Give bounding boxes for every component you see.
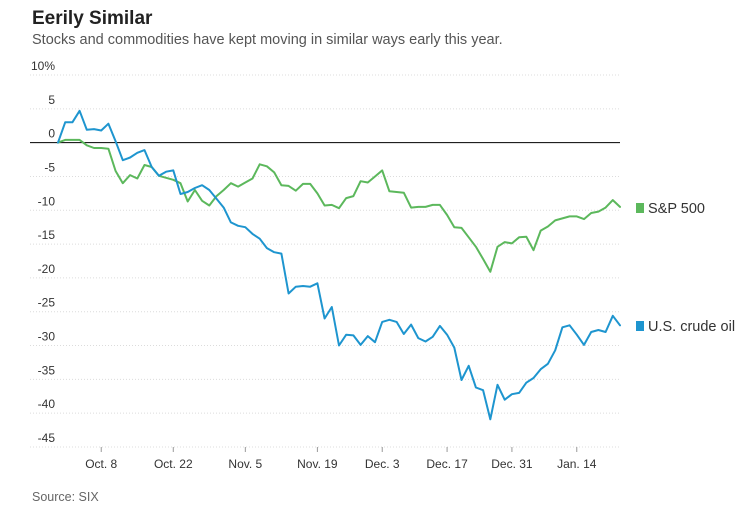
y-tick-label: -20 xyxy=(38,262,56,276)
grid-layer xyxy=(30,74,620,448)
x-tick-label: Oct. 22 xyxy=(154,457,193,471)
chart-title: Eerily Similar xyxy=(32,8,153,29)
y-tick-label: -10 xyxy=(38,194,56,208)
y-tick-label: -5 xyxy=(44,160,55,174)
y-tick-label: -45 xyxy=(38,431,56,445)
y-tick-label: -35 xyxy=(38,363,56,377)
y-axis-ticks: 10% 5 0 -5 -10 -15 -20 -25 -30 -35 -40 -45 xyxy=(31,59,55,445)
y-tick-label: -25 xyxy=(38,296,56,310)
series-layer xyxy=(57,109,621,421)
x-tick-label: Dec. 31 xyxy=(491,457,533,471)
x-tick-label: Oct. 8 xyxy=(85,457,117,471)
legend-label-u-s-crude-oil: U.S. crude oil xyxy=(648,319,735,335)
y-tick-label: 5 xyxy=(48,93,55,107)
x-tick-label: Nov. 19 xyxy=(297,457,338,471)
y-tick-label: -40 xyxy=(38,397,56,411)
x-tick-label: Jan. 14 xyxy=(557,457,597,471)
x-tick-label: Nov. 5 xyxy=(228,457,262,471)
x-axis-ticks: Oct. 8 Oct. 22 Nov. 5 Nov. 19 Dec. 3 Dec. 17 D… xyxy=(85,447,597,471)
series-line-u-s-crude-oil xyxy=(57,109,621,421)
y-tick-label: 10% xyxy=(31,59,55,73)
y-tick-label: -30 xyxy=(38,330,56,344)
x-tick-label: Dec. 3 xyxy=(365,457,400,471)
legend-label-s-p-500: S&P 500 xyxy=(648,201,705,217)
source-note: Source: SIX xyxy=(32,490,99,504)
y-tick-label: 0 xyxy=(48,127,55,141)
series-line-s-p-500 xyxy=(57,138,621,273)
y-tick-label: -15 xyxy=(38,228,56,242)
legend: S&P 500 U.S. crude oil xyxy=(636,201,735,335)
chart-subtitle: Stocks and commodities have kept moving … xyxy=(32,32,503,48)
legend-swatch-u-s-crude-oil xyxy=(636,321,644,331)
x-tick-label: Dec. 17 xyxy=(426,457,468,471)
legend-swatch-s-p-500 xyxy=(636,203,644,213)
